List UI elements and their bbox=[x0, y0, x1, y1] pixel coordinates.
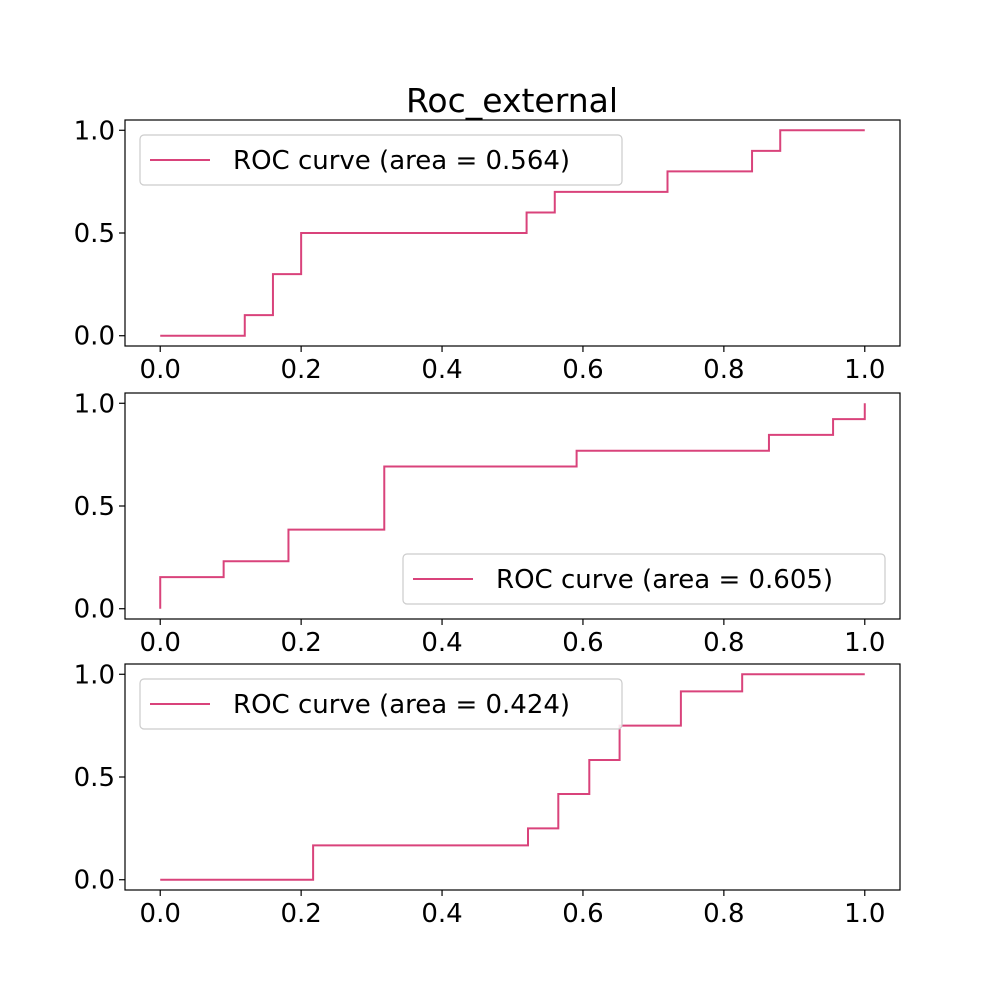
subplot-3-ytick-label: 1.0 bbox=[74, 660, 115, 690]
subplot-3-xtick-label: 1.0 bbox=[844, 899, 885, 929]
subplot-3-ytick-label: 0.0 bbox=[74, 866, 115, 896]
subplot-2-ticks: 0.0 0.2 0.4 0.6 0.8 1.0 0.0 0.5 1.0 bbox=[74, 389, 886, 658]
figure-title: Roc_external bbox=[406, 81, 618, 120]
subplot-3-series-1-line bbox=[160, 673, 865, 881]
subplot-2-xtick-label: 0.2 bbox=[280, 628, 321, 658]
subplot-1-xtick-label: 0.4 bbox=[421, 355, 462, 385]
subplot-3-ticks: 0.0 0.2 0.4 0.6 0.8 1.0 0.0 0.5 1.0 bbox=[74, 660, 886, 929]
subplot-3-legend: ROC curve (area = 0.424) bbox=[139, 678, 623, 730]
subplot-1-legend-label: ROC curve (area = 0.564) bbox=[233, 146, 570, 176]
subplot-2: 0.0 0.2 0.4 0.6 0.8 1.0 0.0 0.5 1.0 ROC curve (a… bbox=[74, 389, 901, 658]
subplot-2-xtick-label: 0.0 bbox=[140, 628, 181, 658]
subplot-1-plot bbox=[160, 129, 865, 337]
subplot-2-series-1-line bbox=[159, 403, 866, 609]
subplot-2-legend-box bbox=[402, 553, 886, 605]
subplot-1-legend: ROC curve (area = 0.564) bbox=[139, 134, 623, 186]
subplot-2-xtick-label: 1.0 bbox=[844, 628, 885, 658]
subplot-1-legend-box bbox=[139, 134, 623, 186]
subplot-1-ytick-label: 0.0 bbox=[74, 322, 115, 352]
subplot-2-ytick-label: 1.0 bbox=[74, 389, 115, 419]
subplot-2-ytick-label: 0.0 bbox=[74, 595, 115, 625]
subplot-3-xtick-label: 0.8 bbox=[703, 899, 744, 929]
subplot-3-xtick-label: 0.6 bbox=[562, 899, 603, 929]
subplot-2-xtick-label: 0.8 bbox=[703, 628, 744, 658]
subplot-1-xtick-label: 0.6 bbox=[562, 355, 603, 385]
subplot-1-series-1-line bbox=[160, 129, 865, 337]
subplot-3-plot bbox=[160, 673, 865, 881]
subplot-1: 0.0 0.2 0.4 0.6 0.8 1.0 0.0 0.5 1.0 ROC curve (a… bbox=[74, 116, 901, 385]
subplot-3-xtick-label: 0.0 bbox=[140, 899, 181, 929]
subplot-1-ticks: 0.0 0.2 0.4 0.6 0.8 1.0 0.0 0.5 1.0 bbox=[74, 116, 886, 385]
subplot-1-xtick-label: 0.2 bbox=[280, 355, 321, 385]
subplot-3-xtick-label: 0.4 bbox=[421, 899, 462, 929]
subplot-1-xtick-label: 1.0 bbox=[844, 355, 885, 385]
subplot-3: 0.0 0.2 0.4 0.6 0.8 1.0 0.0 0.5 1.0 ROC curve (a… bbox=[74, 660, 901, 929]
subplot-2-xtick-label: 0.6 bbox=[562, 628, 603, 658]
subplot-1-ytick-label: 0.5 bbox=[74, 219, 115, 249]
subplot-2-plot bbox=[159, 403, 866, 609]
subplot-1-ytick-label: 1.0 bbox=[74, 116, 115, 146]
subplot-3-ytick-label: 0.5 bbox=[74, 763, 115, 793]
subplot-2-legend-label: ROC curve (area = 0.605) bbox=[496, 565, 833, 595]
subplot-2-ytick-label: 0.5 bbox=[74, 492, 115, 522]
subplot-3-legend-label: ROC curve (area = 0.424) bbox=[233, 690, 570, 720]
subplot-3-legend-box bbox=[139, 678, 623, 730]
subplot-2-legend: ROC curve (area = 0.605) bbox=[402, 553, 886, 605]
subplot-1-xtick-label: 0.8 bbox=[703, 355, 744, 385]
subplot-2-xtick-label: 0.4 bbox=[421, 628, 462, 658]
subplot-3-xtick-label: 0.2 bbox=[280, 899, 321, 929]
subplot-1-xtick-label: 0.0 bbox=[140, 355, 181, 385]
